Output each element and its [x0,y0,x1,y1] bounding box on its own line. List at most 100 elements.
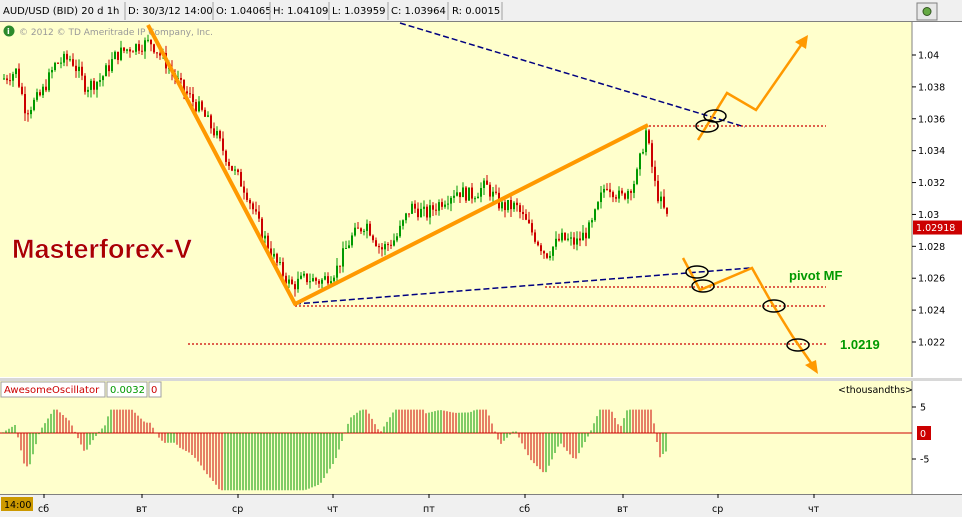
candle-body [489,184,491,197]
candle-body [255,209,257,212]
candle-body [345,247,347,249]
candle-body [495,191,497,193]
info-icon[interactable] [3,25,15,37]
range-label: R: 0.0015 [452,6,500,17]
candle-body [282,262,284,276]
candle-body [606,188,608,190]
candle-body [54,62,56,70]
price-tick-label: 1.038 [918,82,945,93]
candle-body [252,203,254,210]
marker-ellipses [685,109,810,352]
candle-body [399,225,401,237]
pivot-label: pivot MF [789,268,842,283]
candle-body [339,265,341,267]
candle-body [9,80,11,82]
candle-body [471,187,473,199]
copyright-text: © 2012 © TD Ameritrade IP Company, Inc. [19,28,213,38]
candle-body [180,77,182,80]
bearish-forecast-path [681,257,818,371]
candle-body [96,81,98,90]
candle-body [477,196,479,199]
time-tick-label: чт [808,504,820,515]
candle-body [153,44,155,53]
candle-body [90,80,92,90]
header-bar [0,0,962,22]
candle-body [18,68,20,87]
candle-body [15,68,17,75]
candle-body [228,161,230,166]
candle-body [213,128,215,136]
symbol-label[interactable]: AUD/USD (BID) 20 d 1h [3,6,119,17]
candle-body [147,39,149,41]
candle-body [594,209,596,221]
candle-body [450,197,452,204]
candle-body [633,183,635,193]
candle-body [84,75,86,92]
candle-body [240,172,242,187]
oscillator-histogram [2,409,667,491]
candle-body [480,188,482,197]
candle-body [369,223,371,236]
candle-body [42,86,44,96]
candle-body [204,109,206,117]
time-tick-label: ср [712,504,723,515]
candle-body [576,238,578,245]
candle-body [351,235,353,246]
svg-text:0: 0 [920,429,926,440]
candle-body [393,240,395,246]
candle-body [465,187,467,201]
candle-body [420,208,422,218]
candle-body [486,180,488,185]
header-fields: AUD/USD (BID) 20 d 1h D: 30/3/12 14:00 O… [3,2,503,20]
candle-body [501,202,503,209]
candle-body [132,51,134,53]
candle-body [447,203,449,205]
candle-body [456,192,458,196]
candle-body [249,199,251,204]
candle-body [390,244,392,246]
candle-body [615,197,617,199]
bullish-forecast-path [696,37,808,141]
candle-body [375,240,377,247]
candle-body [105,65,107,77]
candle-body [627,191,629,199]
svg-text:14:00: 14:00 [4,500,31,511]
candle-body [327,276,329,284]
candle-body [429,205,431,218]
candle-body [642,152,644,154]
candle-body [288,279,290,284]
candle-body [564,232,566,240]
oscillator-axis-ticks: 5 -5 [912,403,929,466]
bullish-arrow-head [795,35,808,49]
candle-body [651,143,653,167]
date-label: D: 30/3/12 14:00 [128,6,213,17]
candle-body [57,62,59,64]
candle-body [654,166,656,181]
candle-body [666,207,668,214]
oscillator-name-box[interactable] [0,381,106,398]
candle-body [93,80,95,90]
candle-body [276,253,278,263]
candle-body [639,153,641,170]
target-price-label: 1.0219 [840,337,880,352]
candle-body [660,196,662,202]
candle-body [366,223,368,231]
candle-body [270,248,272,257]
price-tick-label: 1.036 [918,114,945,125]
candle-body [318,280,320,284]
candle-body [21,86,23,94]
price-tick-label: 1.034 [918,146,945,157]
candle-body [78,66,80,72]
candle-body [129,49,131,52]
oscillator-plot-area [0,381,912,494]
candle-body [333,277,335,282]
candle-body [207,115,209,117]
candle-body [567,238,569,240]
candle-body [189,93,191,95]
candle-body [597,202,599,210]
candle-body [120,47,122,60]
oscillator-zero-marker [917,426,931,440]
candle-body [33,99,35,110]
chart-settings-button[interactable] [916,2,938,21]
candle-body [69,59,71,61]
